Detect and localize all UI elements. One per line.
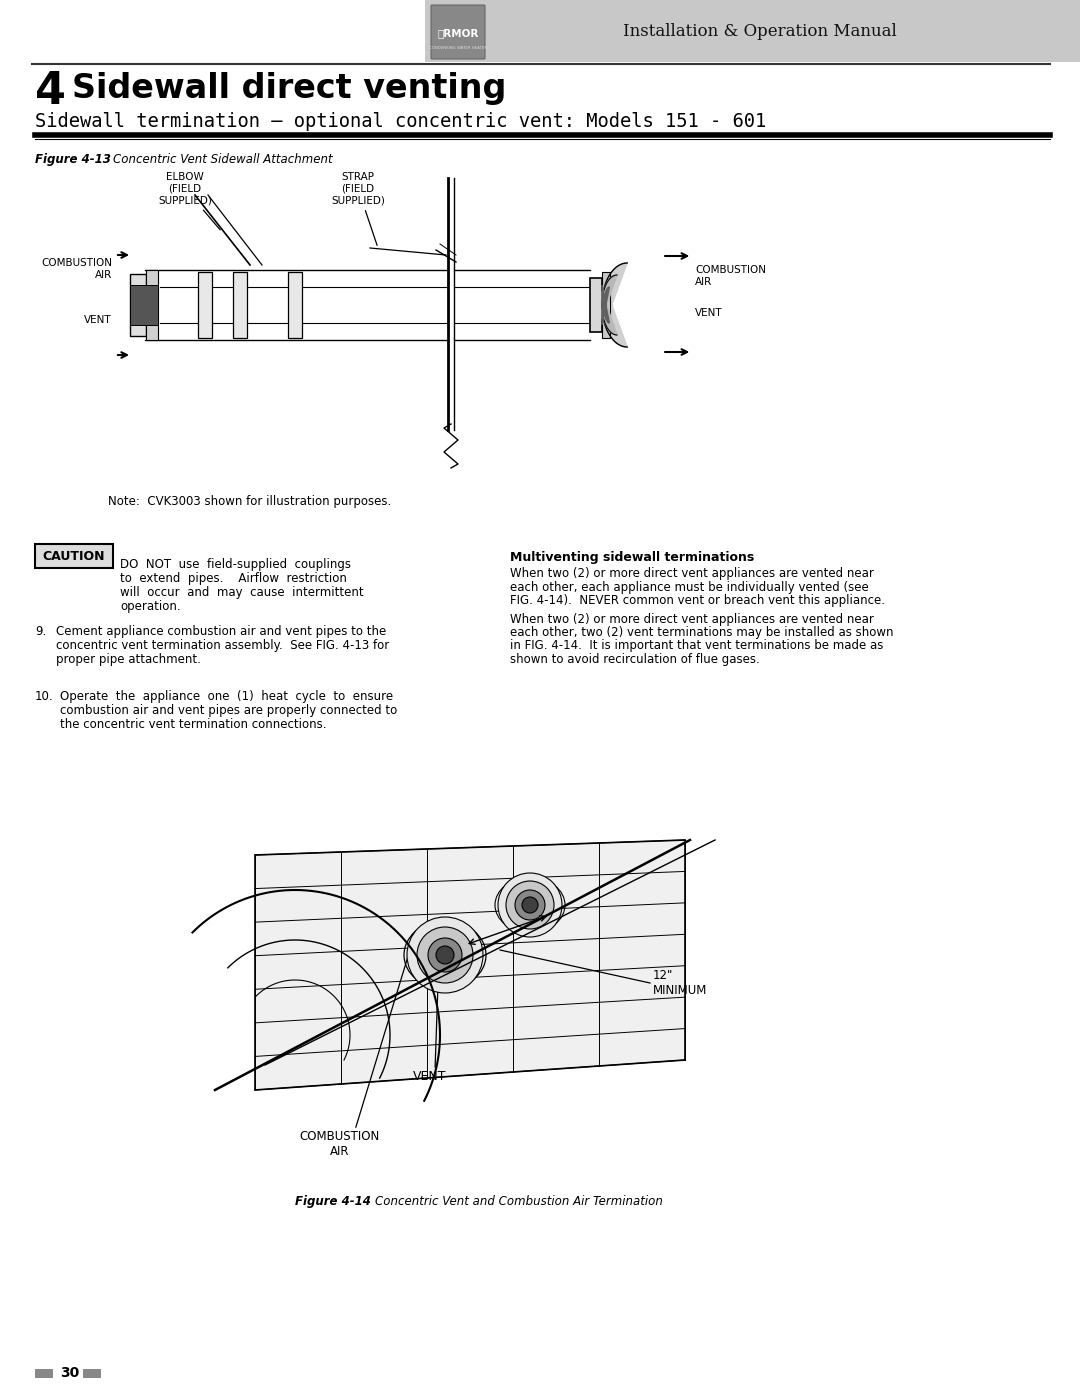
FancyBboxPatch shape [431, 6, 485, 59]
Bar [602, 272, 610, 338]
Text: 12"
MINIMUM: 12" MINIMUM [653, 970, 707, 997]
Text: COMBUSTION
AIR: COMBUSTION AIR [41, 258, 112, 279]
Circle shape [407, 916, 483, 993]
Text: COMBUSTION
AIR: COMBUSTION AIR [696, 265, 766, 286]
Text: in FIG. 4-14.  It is important that vent terminations be made as: in FIG. 4-14. It is important that vent … [510, 640, 883, 652]
Bar [83, 1369, 102, 1377]
Bar [288, 272, 302, 338]
Circle shape [498, 873, 562, 937]
Text: Figure 4-13: Figure 4-13 [35, 154, 111, 166]
Circle shape [428, 937, 462, 972]
Text: FIG. 4-14).  NEVER common vent or breach vent this appliance.: FIG. 4-14). NEVER common vent or breach … [510, 594, 885, 608]
Text: combustion air and vent pipes are properly connected to: combustion air and vent pipes are proper… [60, 704, 397, 717]
Text: concentric vent termination assembly.  See FIG. 4-13 for: concentric vent termination assembly. Se… [56, 638, 389, 652]
Bar [426, 0, 1080, 61]
Text: the concentric vent termination connections.: the concentric vent termination connecti… [60, 718, 326, 731]
Bar [35, 543, 113, 569]
Text: 9.: 9. [35, 624, 46, 638]
Circle shape [515, 890, 545, 921]
Text: Installation & Operation Manual: Installation & Operation Manual [623, 24, 896, 41]
Text: STRAP
(FIELD
SUPPLIED): STRAP (FIELD SUPPLIED) [332, 172, 384, 246]
Bar [130, 285, 158, 326]
Text: Note:  CVK3003 shown for illustration purposes.: Note: CVK3003 shown for illustration pur… [108, 495, 391, 509]
Text: VENT: VENT [696, 307, 723, 319]
Text: Operate  the  appliance  one  (1)  heat  cycle  to  ensure: Operate the appliance one (1) heat cycle… [60, 690, 393, 703]
Text: Concentric Vent Sidewall Attachment: Concentric Vent Sidewall Attachment [113, 154, 333, 166]
Text: each other, two (2) vent terminations may be installed as shown: each other, two (2) vent terminations ma… [510, 626, 893, 638]
Text: Sidewall termination – optional concentric vent: Models 151 - 601: Sidewall termination – optional concentr… [35, 112, 766, 131]
Text: VENT: VENT [414, 1070, 447, 1083]
Circle shape [507, 882, 554, 929]
Text: operation.: operation. [120, 599, 180, 613]
Bar [198, 272, 212, 338]
Bar [130, 274, 146, 337]
Text: When two (2) or more direct vent appliances are vented near: When two (2) or more direct vent applian… [510, 567, 874, 580]
Bar [146, 270, 158, 339]
Text: Sidewall direct venting: Sidewall direct venting [72, 73, 507, 105]
Bar [233, 272, 247, 338]
Circle shape [436, 946, 454, 964]
Bar [35, 1369, 53, 1377]
Text: VENT: VENT [84, 314, 112, 326]
Text: 10.: 10. [35, 690, 54, 703]
Text: ⒶRMOR: ⒶRMOR [437, 28, 478, 38]
Text: ELBOW
(FIELD
SUPPLIED): ELBOW (FIELD SUPPLIED) [158, 172, 220, 231]
Text: Concentric Vent and Combustion Air Termination: Concentric Vent and Combustion Air Termi… [375, 1194, 663, 1208]
Text: will  occur  and  may  cause  intermittent: will occur and may cause intermittent [120, 585, 364, 599]
Circle shape [522, 897, 538, 914]
Text: DO  NOT  use  field-supplied  couplings: DO NOT use field-supplied couplings [120, 557, 351, 571]
Text: CAUTION: CAUTION [43, 549, 105, 563]
Text: proper pipe attachment.: proper pipe attachment. [56, 652, 201, 666]
Bar [590, 278, 602, 332]
Circle shape [417, 928, 473, 983]
Text: 30: 30 [60, 1366, 79, 1380]
Text: Figure 4-14: Figure 4-14 [295, 1194, 370, 1208]
Polygon shape [602, 263, 627, 346]
Text: to  extend  pipes.    Airflow  restriction: to extend pipes. Airflow restriction [120, 571, 347, 585]
Text: 4: 4 [35, 70, 66, 113]
Text: Multiventing sidewall terminations: Multiventing sidewall terminations [510, 550, 754, 564]
Polygon shape [255, 840, 685, 1090]
Text: shown to avoid recirculation of flue gases.: shown to avoid recirculation of flue gas… [510, 652, 759, 666]
Text: Cement appliance combustion air and vent pipes to the: Cement appliance combustion air and vent… [56, 624, 387, 638]
Text: each other, each appliance must be individually vented (see: each other, each appliance must be indiv… [510, 581, 868, 594]
Polygon shape [602, 285, 609, 326]
Text: CONDENSING WATER HEATER: CONDENSING WATER HEATER [429, 46, 487, 50]
Text: When two (2) or more direct vent appliances are vented near: When two (2) or more direct vent applian… [510, 612, 874, 626]
Polygon shape [602, 275, 617, 335]
Text: COMBUSTION
AIR: COMBUSTION AIR [300, 1130, 380, 1158]
